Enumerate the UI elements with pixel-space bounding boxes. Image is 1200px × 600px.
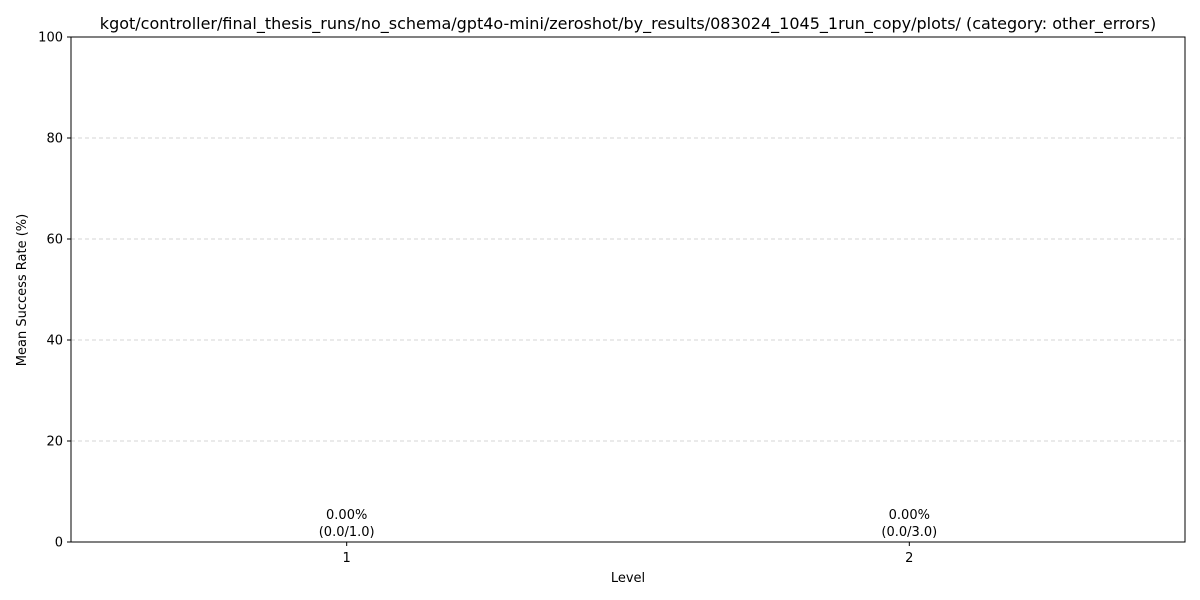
plot-frame	[70, 36, 1186, 543]
data-labels: 0.00% (0.0/1.0) 0.00% (0.0/3.0)	[319, 508, 938, 540]
data-label: (0.0/3.0)	[881, 525, 937, 540]
data-label: (0.0/1.0)	[319, 525, 375, 540]
x-tick-label: 1	[343, 551, 351, 566]
data-label: 0.00%	[326, 508, 367, 523]
y-tick-label: 100	[38, 31, 63, 46]
x-tick-label: 2	[905, 551, 913, 566]
y-gridlines	[71, 137, 1185, 442]
y-tick-label: 80	[46, 132, 63, 147]
y-tick-label: 0	[55, 536, 63, 551]
chart-title: kgot/controller/final_thesis_runs/no_sch…	[100, 14, 1156, 34]
y-axis-ticks: 0 20 40 60 80 100	[38, 31, 71, 551]
y-tick-label: 40	[46, 334, 63, 349]
y-axis-label: Mean Success Rate (%)	[15, 214, 30, 366]
y-tick-label: 60	[46, 233, 63, 248]
x-axis-label: Level	[611, 571, 645, 586]
y-tick-label: 20	[46, 435, 63, 450]
data-label: 0.00%	[889, 508, 930, 523]
